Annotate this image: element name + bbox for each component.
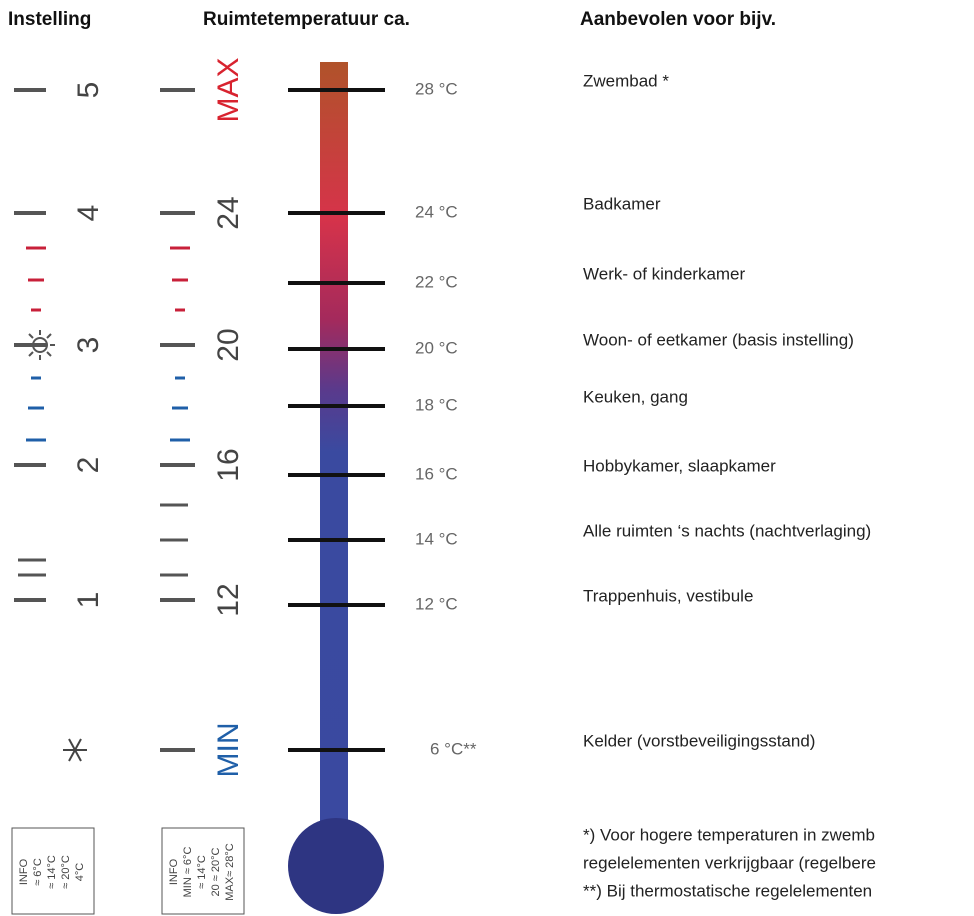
- setting-label: 4: [72, 205, 105, 222]
- footnote: regelelementen verkrijgbaar (regelbere: [583, 853, 876, 872]
- recommendation: Hobbykamer, slaapkamer: [583, 456, 776, 475]
- temperature-label: 24 °C: [415, 202, 458, 221]
- temperature-label: 12 °C: [415, 594, 458, 613]
- temperature-label: 16 °C: [415, 464, 458, 483]
- moon-icon: [214, 520, 234, 530]
- info-text: ≈ 6°C: [32, 858, 44, 886]
- info-text: MAX≈ 28°C: [224, 843, 236, 901]
- info-text: ≈ 14°C: [46, 855, 58, 889]
- frost-icon: [63, 738, 87, 762]
- info-text: INFO: [18, 858, 30, 885]
- footnote: *) Voor hogere temperaturen in zwemb: [583, 825, 875, 844]
- recommendation: Badkamer: [583, 194, 661, 213]
- temperature-label: 14 °C: [415, 529, 458, 548]
- info-text: 4°C: [74, 863, 86, 882]
- temperature-label: 18 °C: [415, 395, 458, 414]
- recommendation: Alle ruimten ‘s nachts (nachtverlaging): [583, 521, 871, 540]
- thermometer-bulb: [288, 818, 384, 914]
- recommendation: Woon- of eetkamer (basis instelling): [583, 330, 854, 349]
- info-text: INFO: [168, 858, 180, 885]
- recommendation: Kelder (vorstbeveiligingsstand): [583, 731, 815, 750]
- room-scale-label: 12: [212, 583, 245, 616]
- setting-label: 2: [72, 457, 105, 474]
- info-text: ≈ 14°C: [196, 855, 208, 889]
- info-text: 20 ≈ 20°C: [210, 847, 222, 896]
- info-box: [161, 827, 245, 915]
- footnote: **) Bij thermostatische regelelementen: [583, 881, 872, 900]
- recommendation: Keuken, gang: [583, 387, 688, 406]
- info-text: MIN ≈ 6°C: [182, 847, 194, 898]
- moon-icon: [68, 516, 96, 530]
- setting-label: 3: [72, 337, 105, 354]
- room-scale-label: MAX: [212, 57, 245, 122]
- temperature-label: 28 °C: [415, 79, 458, 98]
- setting-label: 1: [72, 592, 105, 609]
- recommendation: Zwembad *: [583, 71, 669, 90]
- room-scale-label: 16: [212, 448, 245, 481]
- temperature-label: 22 °C: [415, 272, 458, 291]
- recommendation: Trappenhuis, vestibule: [583, 586, 753, 605]
- room-scale-label: MIN: [212, 723, 245, 778]
- thermometer-tube: [320, 62, 348, 842]
- header: Ruimtetemperatuur ca.: [203, 9, 410, 30]
- sun-icon: [25, 330, 55, 360]
- room-scale-label: 20: [212, 328, 245, 361]
- icons: [11, 330, 245, 915]
- setting-label: 5: [72, 82, 105, 99]
- header: Aanbevolen voor bijv.: [580, 9, 776, 30]
- room-scale-label: 24: [212, 196, 245, 229]
- info-box: [11, 827, 95, 915]
- temperature-label: 6 °C**: [430, 739, 477, 758]
- info-text: ≈ 20°C: [60, 855, 72, 889]
- header: Instelling: [8, 9, 91, 30]
- recommendation: Werk- of kinderkamer: [583, 264, 746, 283]
- temperature-label: 20 °C: [415, 338, 458, 357]
